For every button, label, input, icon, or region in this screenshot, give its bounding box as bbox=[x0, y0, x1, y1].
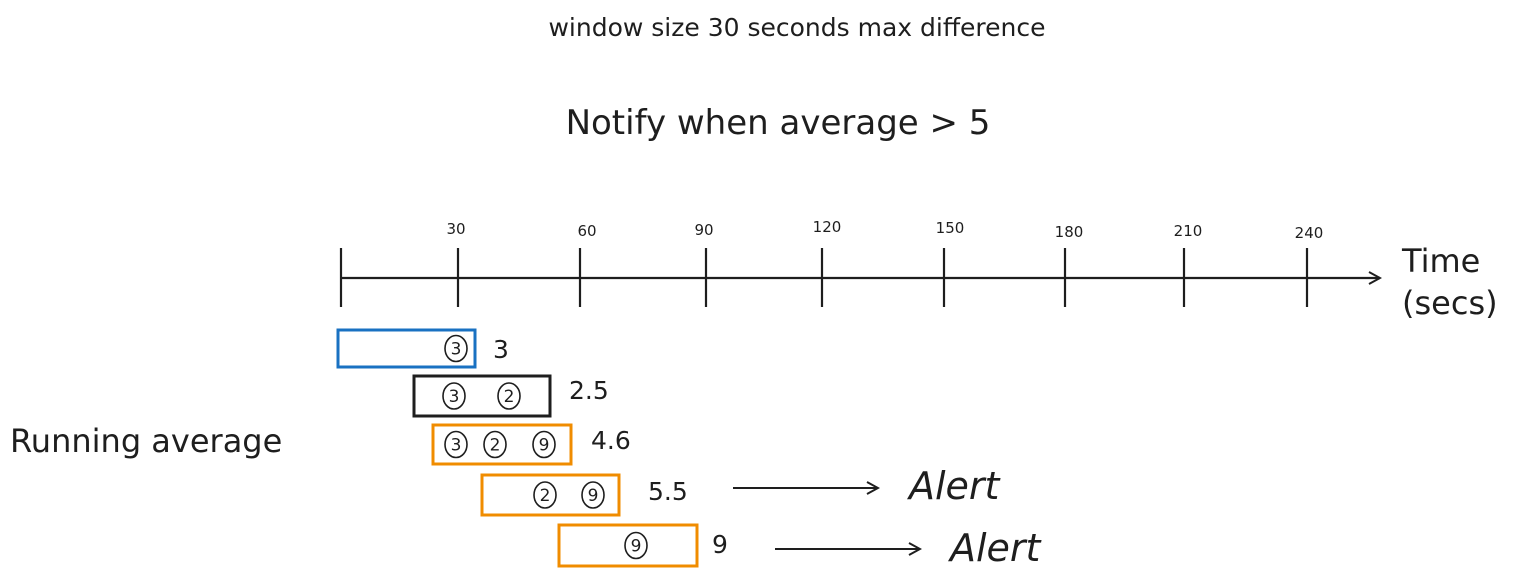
value-number: 2 bbox=[490, 436, 501, 456]
axis-tick-label-30: 30 bbox=[446, 220, 465, 238]
window-box bbox=[412, 374, 552, 418]
axis-tick-label-90: 90 bbox=[694, 221, 713, 239]
window-box bbox=[336, 328, 477, 369]
value-number: 9 bbox=[631, 537, 642, 557]
average-value: 3 bbox=[493, 335, 509, 364]
window-box bbox=[557, 523, 699, 568]
value-number: 9 bbox=[588, 486, 599, 506]
value-number: 3 bbox=[449, 387, 460, 407]
value-circle bbox=[444, 430, 468, 459]
value-circle bbox=[444, 334, 468, 363]
time-axis: 30 60 90 120 150 180 210 240 Time (secs) bbox=[339, 218, 1498, 322]
alert-label: Alert bbox=[906, 464, 1002, 508]
average-value: 4.6 bbox=[591, 426, 631, 455]
axis-tick-label-150: 150 bbox=[936, 219, 965, 237]
window-5: 9 9 Alert bbox=[557, 523, 1043, 570]
value-circle bbox=[497, 382, 521, 410]
running-average-label: Running average bbox=[10, 422, 282, 460]
axis-label-time: Time bbox=[1401, 242, 1480, 280]
window-box bbox=[480, 473, 621, 517]
axis-tick-label-60: 60 bbox=[577, 222, 596, 240]
value-number: 2 bbox=[540, 486, 551, 506]
notify-rule: Notify when average > 5 bbox=[566, 103, 991, 143]
value-circle bbox=[624, 531, 648, 560]
value-circle bbox=[442, 382, 466, 410]
alert-label: Alert bbox=[947, 526, 1043, 570]
axis-tick-label-210: 210 bbox=[1174, 222, 1203, 240]
axis-tick-label-240: 240 bbox=[1295, 224, 1324, 242]
value-circle bbox=[533, 481, 557, 509]
diagram-title: window size 30 seconds max difference bbox=[548, 13, 1045, 42]
axis-tick-label-120: 120 bbox=[813, 218, 842, 236]
value-number: 2 bbox=[504, 387, 515, 407]
window-box bbox=[431, 423, 573, 466]
value-circle bbox=[532, 430, 556, 459]
average-value: 5.5 bbox=[648, 477, 688, 506]
value-number: 3 bbox=[451, 436, 462, 456]
average-value: 9 bbox=[712, 530, 728, 559]
axis-ticks: 30 60 90 120 150 180 210 240 bbox=[339, 218, 1324, 307]
axis-label-unit: (secs) bbox=[1402, 284, 1498, 322]
value-circle bbox=[483, 430, 507, 459]
window-2: 3 2 2.5 bbox=[412, 374, 609, 418]
axis-tick-label-180: 180 bbox=[1055, 223, 1084, 241]
window-3: 3 2 9 4.6 bbox=[431, 423, 631, 466]
value-number: 9 bbox=[539, 436, 550, 456]
window-4: 2 9 5.5 Alert bbox=[480, 464, 1002, 517]
value-number: 3 bbox=[451, 340, 462, 360]
value-circle bbox=[581, 481, 605, 509]
average-value: 2.5 bbox=[569, 376, 609, 405]
